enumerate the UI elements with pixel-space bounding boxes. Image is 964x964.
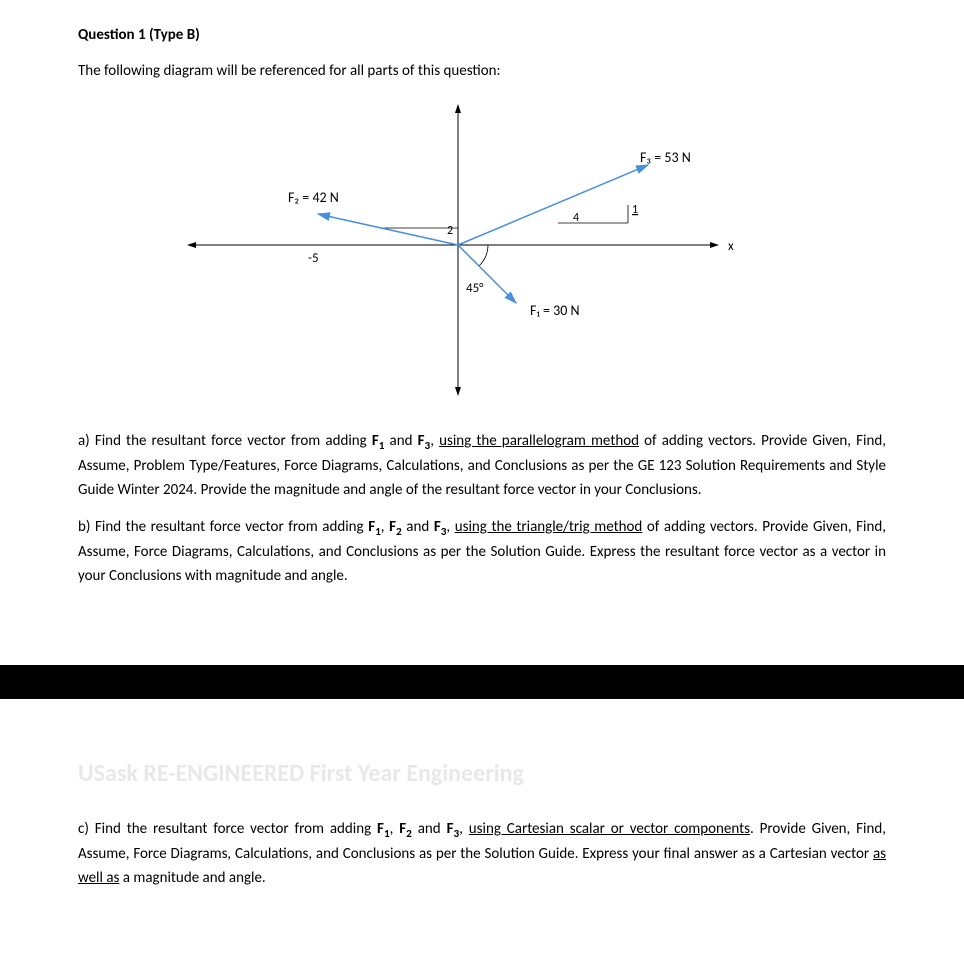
f2-run-label: -5: [308, 251, 319, 266]
f3-label: F₃ = 53 N: [640, 149, 691, 166]
part-a: a) Find the resultant force vector from …: [78, 430, 886, 502]
pc-f2: F2: [399, 820, 412, 838]
pb-prefix: b) Find the resultant force vector from …: [78, 518, 368, 536]
pb-mid3: ,: [446, 518, 454, 536]
diagram-svg: x y 2 -5 F₂ = 42 N 4 1 F₃ = 53 N 45°: [178, 100, 778, 410]
pa-mid1: and: [384, 432, 417, 450]
f3-rise-label: 1: [632, 203, 638, 217]
f1-angle-label: 45°: [466, 281, 484, 296]
pc-f1: F1: [377, 820, 390, 838]
part-b: b) Find the resultant force vector from …: [78, 516, 886, 588]
pc-f3: F3: [447, 820, 460, 838]
pc-mid1: ,: [390, 820, 400, 838]
force-diagram: x y 2 -5 F₂ = 42 N 4 1 F₃ = 53 N 45°: [78, 100, 886, 410]
f3-vector: [458, 165, 648, 245]
pc-mid3: ,: [459, 820, 469, 838]
pb-f1: F1: [368, 518, 381, 536]
pc-prefix: c) Find the resultant force vector from …: [78, 820, 377, 838]
page-separator: [0, 665, 964, 699]
f1-angle-arc: [479, 245, 488, 266]
pa-prefix: a) Find the resultant force vector from …: [78, 432, 372, 450]
intro-text: The following diagram will be referenced…: [78, 62, 886, 80]
part-c: c) Find the resultant force vector from …: [78, 818, 886, 890]
pb-mid1: ,: [381, 518, 389, 536]
page-top: Question 1 (Type B) The following diagra…: [0, 0, 964, 665]
pa-mid2: ,: [430, 432, 439, 450]
question-title: Question 1 (Type B): [78, 26, 886, 44]
x-axis-label: x: [728, 239, 734, 254]
pb-underline: using the triangle/trig method: [455, 518, 643, 536]
watermark: USask RE-ENGINEERED First Year Engineeri…: [78, 759, 886, 788]
pb-mid2: and: [402, 518, 434, 536]
f2-vector: [318, 214, 458, 245]
y-axis-label: y: [455, 100, 461, 102]
pb-f3: F3: [434, 518, 447, 536]
pa-f1: F1: [372, 432, 385, 450]
pb-f2: F2: [389, 518, 402, 536]
f2-label: F₂ = 42 N: [288, 189, 339, 206]
f3-run-label: 4: [573, 211, 579, 225]
pc-rest2: a magnitude and angle.: [119, 869, 265, 887]
watermark-small: [78, 618, 886, 635]
pa-underline: using the parallelogram method: [439, 432, 639, 450]
f1-label: F₁ = 30 N: [530, 302, 580, 319]
pc-mid2: and: [412, 820, 447, 838]
pc-underline: using Cartesian scalar or vector compone…: [469, 820, 750, 838]
page-bottom: USask RE-ENGINEERED First Year Engineeri…: [0, 699, 964, 934]
f2-rise-label: 2: [447, 224, 453, 238]
pa-f3: F3: [418, 432, 431, 450]
